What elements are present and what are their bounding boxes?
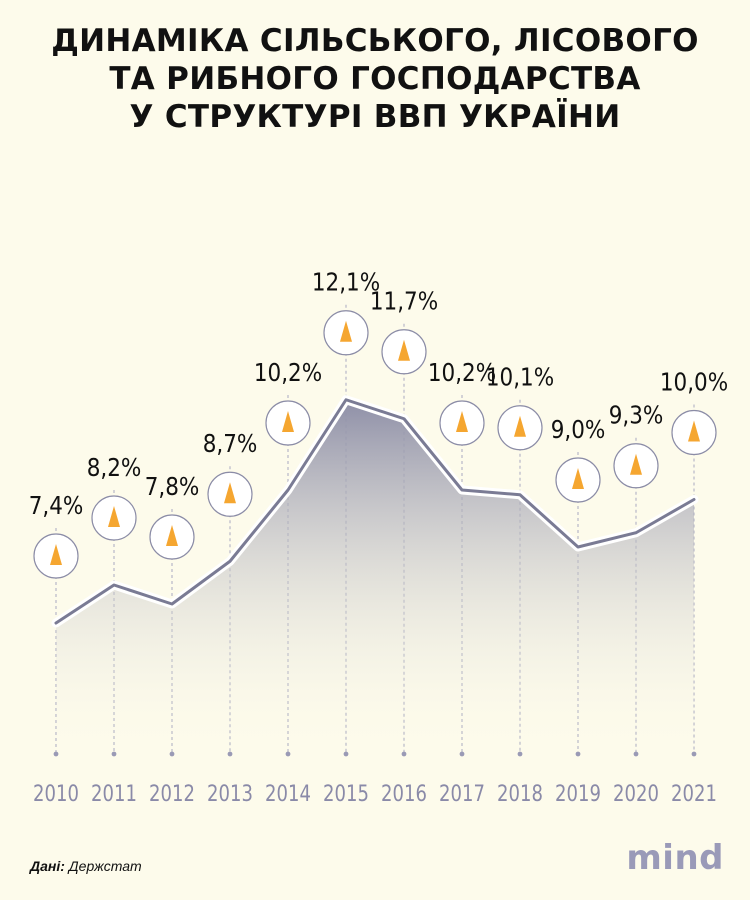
up-arrow-icon: [340, 320, 352, 342]
value-label: 9,0%: [551, 415, 606, 444]
title-line-1: ДИНАМІКА СІЛЬСЬКОГО, ЛІСОВОГО: [51, 23, 699, 59]
up-arrow-icon: [224, 482, 236, 504]
area-fill: [56, 399, 694, 754]
title-line-2: ТА РИБНОГО ГОСПОДАРСТВА: [109, 61, 641, 97]
up-arrow-icon: [282, 411, 294, 432]
value-label: 9,3%: [609, 401, 664, 430]
year-label: 2020: [613, 780, 659, 806]
up-arrow-icon: [630, 453, 642, 475]
value-label: 12,1%: [312, 268, 380, 297]
series-line: [54, 398, 696, 625]
value-label: 11,7%: [370, 287, 438, 316]
year-label: 2018: [497, 780, 543, 806]
value-label: 7,8%: [145, 472, 200, 501]
year-label: 2016: [381, 780, 427, 806]
value-label: 8,7%: [203, 430, 258, 459]
year-label: 2014: [265, 780, 311, 806]
up-arrow-icon: [166, 525, 178, 546]
up-arrow-icon: [688, 420, 700, 442]
chart-title: ДИНАМІКА СІЛЬСЬКОГО, ЛІСОВОГО ТА РИБНОГО…: [0, 22, 750, 136]
up-arrow-icon: [514, 415, 526, 437]
value-label: 10,2%: [254, 358, 322, 387]
source-value: Держстат: [68, 858, 142, 874]
year-label: 2012: [149, 780, 195, 806]
data-source: Дані: Держстат: [30, 858, 142, 874]
year-label: 2021: [671, 780, 717, 806]
year-label: 2015: [323, 780, 369, 806]
year-label: 2019: [555, 780, 601, 806]
value-label: 8,2%: [87, 453, 142, 482]
up-arrow-icon: [456, 411, 468, 432]
value-label: 10,0%: [660, 368, 728, 397]
value-label: 10,1%: [486, 363, 554, 392]
up-arrow-icon: [572, 468, 584, 489]
up-arrow-icon: [50, 544, 62, 565]
year-label: 2017: [439, 780, 485, 806]
title-line-3: У СТРУКТУРІ ВВП УКРАЇНИ: [129, 99, 621, 135]
year-label: 2011: [91, 780, 137, 806]
up-arrow-icon: [108, 506, 120, 527]
year-label: 2010: [33, 780, 79, 806]
value-label: 10,2%: [428, 358, 496, 387]
source-label: Дані:: [30, 858, 65, 874]
year-label: 2013: [207, 780, 253, 806]
value-label: 7,4%: [29, 491, 84, 520]
mind-logo: mind: [626, 838, 724, 878]
up-arrow-icon: [398, 339, 410, 361]
